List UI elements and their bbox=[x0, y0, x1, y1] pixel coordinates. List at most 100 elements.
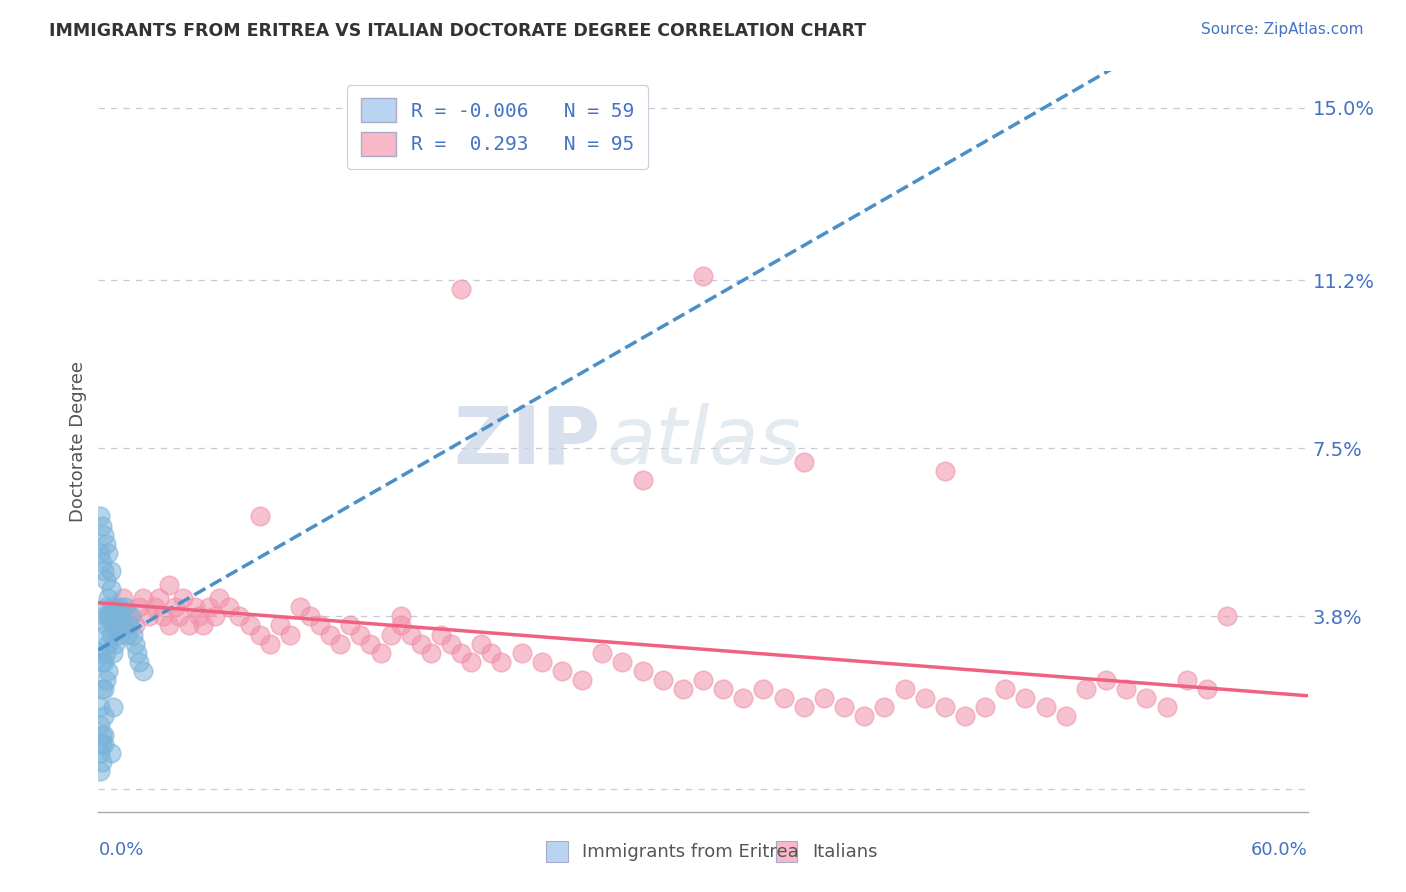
Point bbox=[1115, 682, 1137, 697]
Point bbox=[91, 727, 114, 741]
Point bbox=[1095, 673, 1118, 687]
Point bbox=[96, 537, 118, 551]
Point bbox=[752, 682, 775, 697]
Point bbox=[530, 655, 553, 669]
Point bbox=[93, 682, 115, 697]
Point bbox=[157, 618, 180, 632]
Point bbox=[93, 655, 115, 669]
Point bbox=[120, 609, 142, 624]
Point bbox=[813, 691, 835, 706]
Point bbox=[370, 646, 392, 660]
Point bbox=[218, 600, 240, 615]
Point bbox=[651, 673, 673, 687]
Point bbox=[1054, 709, 1077, 723]
Y-axis label: Doctorate Degree: Doctorate Degree bbox=[69, 361, 87, 522]
Point bbox=[249, 627, 271, 641]
Point bbox=[96, 673, 118, 687]
Point bbox=[167, 609, 190, 624]
Point bbox=[399, 627, 422, 641]
Text: ZIP: ZIP bbox=[453, 402, 600, 481]
Point bbox=[551, 664, 574, 678]
Point bbox=[107, 600, 129, 615]
Point bbox=[172, 591, 194, 606]
Point bbox=[91, 737, 114, 751]
Point bbox=[591, 646, 613, 660]
Point bbox=[132, 664, 155, 678]
Point bbox=[101, 646, 124, 660]
Point bbox=[114, 600, 136, 615]
FancyBboxPatch shape bbox=[546, 841, 568, 862]
Point bbox=[100, 609, 122, 624]
Point bbox=[873, 700, 896, 714]
Point bbox=[994, 682, 1017, 697]
Point bbox=[89, 646, 111, 660]
Point bbox=[278, 627, 301, 641]
Point bbox=[93, 627, 115, 641]
Point bbox=[89, 509, 111, 524]
Point bbox=[157, 577, 180, 591]
Text: IMMIGRANTS FROM ERITREA VS ITALIAN DOCTORATE DEGREE CORRELATION CHART: IMMIGRANTS FROM ERITREA VS ITALIAN DOCTO… bbox=[49, 22, 866, 40]
Point bbox=[974, 700, 997, 714]
Text: 0.0%: 0.0% bbox=[98, 841, 143, 859]
Point bbox=[96, 573, 118, 587]
Point bbox=[93, 727, 115, 741]
Text: 60.0%: 60.0% bbox=[1251, 841, 1308, 859]
Point bbox=[510, 646, 533, 660]
Point bbox=[97, 637, 120, 651]
Point bbox=[380, 627, 402, 641]
Point bbox=[93, 737, 115, 751]
Point bbox=[97, 609, 120, 624]
Point bbox=[934, 464, 956, 478]
Point bbox=[208, 591, 231, 606]
Point bbox=[184, 600, 207, 615]
Point bbox=[711, 682, 734, 697]
Point bbox=[389, 618, 412, 632]
Point bbox=[733, 691, 755, 706]
Point bbox=[115, 627, 138, 641]
Point bbox=[105, 618, 128, 632]
Point bbox=[118, 618, 141, 632]
Point bbox=[772, 691, 794, 706]
Point bbox=[228, 609, 250, 624]
Point bbox=[93, 527, 115, 541]
Text: Source: ZipAtlas.com: Source: ZipAtlas.com bbox=[1201, 22, 1364, 37]
Point bbox=[107, 600, 129, 615]
Point bbox=[672, 682, 695, 697]
Point bbox=[953, 709, 976, 723]
Text: Immigrants from Eritrea: Immigrants from Eritrea bbox=[582, 843, 799, 861]
Point bbox=[188, 609, 211, 624]
Point bbox=[100, 582, 122, 596]
Point bbox=[481, 646, 503, 660]
Point bbox=[249, 509, 271, 524]
Point bbox=[97, 664, 120, 678]
Point bbox=[1175, 673, 1198, 687]
Point bbox=[309, 618, 332, 632]
Point bbox=[89, 546, 111, 560]
Point bbox=[124, 637, 146, 651]
Point bbox=[132, 591, 155, 606]
Point bbox=[1014, 691, 1036, 706]
Point bbox=[97, 609, 120, 624]
Point bbox=[204, 609, 226, 624]
Point bbox=[349, 627, 371, 641]
Point bbox=[103, 609, 125, 624]
Point bbox=[1216, 609, 1239, 624]
Point bbox=[148, 591, 170, 606]
Point bbox=[107, 627, 129, 641]
Point bbox=[239, 618, 262, 632]
Point bbox=[491, 655, 513, 669]
Point bbox=[163, 600, 186, 615]
Point bbox=[91, 518, 114, 533]
Point bbox=[138, 609, 160, 624]
Point bbox=[934, 700, 956, 714]
Point bbox=[97, 546, 120, 560]
Point bbox=[91, 682, 114, 697]
Point bbox=[914, 691, 936, 706]
Point bbox=[96, 646, 118, 660]
Point bbox=[97, 591, 120, 606]
Point bbox=[152, 609, 174, 624]
Point bbox=[91, 555, 114, 569]
Point bbox=[1035, 700, 1057, 714]
Point bbox=[571, 673, 593, 687]
Point bbox=[101, 600, 124, 615]
